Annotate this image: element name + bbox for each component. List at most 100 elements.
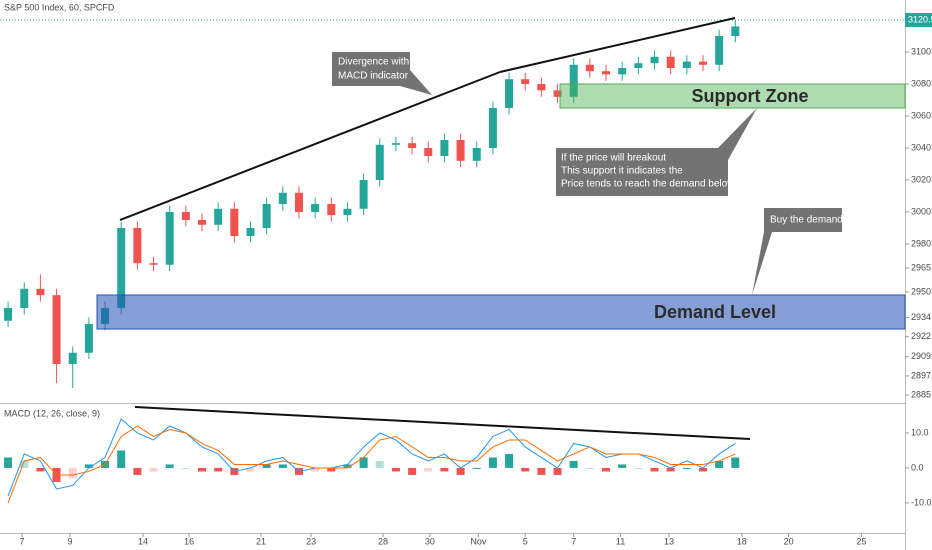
candle-body	[246, 227, 255, 236]
candle-body	[569, 64, 578, 97]
histogram-bar	[198, 467, 207, 472]
histogram-bar	[262, 464, 271, 468]
macd-line	[7, 425, 736, 504]
candle-body	[133, 227, 142, 264]
x-tick-label: 30	[425, 536, 435, 546]
x-tick-label: 18	[737, 536, 747, 546]
histogram-bar	[246, 467, 255, 472]
y-tick-label: 2950.0	[911, 286, 932, 296]
y-tick-label: 2934	[911, 312, 931, 322]
x-tick-label: 14	[138, 536, 148, 546]
y-tick-label: 2885.5	[911, 390, 932, 400]
x-tick-label: 20	[784, 536, 794, 546]
y-tick-label: 0.0	[911, 462, 924, 472]
x-tick-label: 13	[664, 536, 674, 546]
x-tick-label: 21	[256, 536, 266, 546]
trend-line	[499, 17, 736, 73]
candle-body	[715, 35, 724, 65]
candle-body	[343, 208, 352, 216]
y-tick-label: 3080.0	[911, 78, 932, 88]
x-tick-label: 5	[523, 536, 528, 546]
support-zone	[559, 83, 906, 109]
candle-body	[391, 143, 400, 145]
candle-body	[278, 192, 287, 204]
histogram-bar	[391, 467, 400, 472]
histogram-bar	[472, 467, 481, 469]
candle-body	[505, 79, 514, 108]
histogram-bar	[165, 464, 174, 468]
histogram-bar	[117, 450, 126, 468]
histogram-bar	[488, 457, 497, 468]
histogram-bar	[359, 457, 368, 468]
callout-text: Price tends to reach the demand below	[561, 179, 735, 190]
histogram-bar	[4, 457, 13, 468]
histogram-bar	[715, 460, 724, 468]
x-tick-label: 28	[378, 536, 388, 546]
last-price-label: 3120.5	[908, 14, 932, 24]
x-tick-label: 25	[856, 536, 866, 546]
candle-body	[327, 203, 336, 216]
histogram-bar	[569, 460, 578, 468]
macd-title: MACD (12, 26, close, 9)	[4, 408, 100, 418]
callout	[556, 108, 757, 196]
candle-body	[359, 179, 368, 209]
candle-body	[472, 147, 481, 161]
histogram-bar	[311, 467, 320, 472]
candle-body	[375, 144, 384, 180]
histogram-bar	[408, 467, 417, 475]
candle-body	[488, 107, 497, 148]
histogram-bar	[133, 467, 142, 475]
callout	[332, 52, 432, 95]
histogram-bar	[20, 460, 29, 468]
candle-body	[20, 288, 29, 308]
demand-label: Demand Level	[654, 302, 776, 322]
callout-text: This support it indicates the	[561, 166, 683, 177]
histogram-bar	[602, 467, 611, 472]
candle-body	[117, 227, 126, 308]
candle-body	[198, 219, 207, 225]
y-tick-label: 2922	[911, 331, 931, 341]
candle-body	[214, 208, 223, 225]
chart-title: S&P 500 Index, 60, SPCFD	[4, 2, 115, 12]
callout-text: Buy the demand	[770, 215, 843, 226]
histogram-bar	[36, 467, 45, 472]
x-tick-label: 7	[19, 536, 24, 546]
y-tick-label: 2909.5	[911, 351, 932, 361]
y-tick-label: 3040.0	[911, 142, 932, 152]
callout-text: If the price will breakout	[561, 153, 666, 164]
y-tick-label: 3100.0	[911, 46, 932, 56]
candle-body	[521, 79, 530, 84]
candle-body	[682, 61, 691, 68]
histogram-bar	[214, 467, 223, 472]
candle-body	[4, 307, 13, 321]
candle-body	[230, 208, 239, 236]
candle-body	[731, 26, 740, 36]
candle-body	[424, 147, 433, 156]
candle-body	[52, 295, 61, 364]
candle-body	[84, 323, 93, 353]
macd-trend-line	[134, 406, 751, 440]
histogram-bar	[553, 467, 562, 475]
x-tick-label: 23	[306, 536, 316, 546]
histogram-bar	[666, 467, 675, 472]
candle-body	[618, 67, 627, 75]
candle-body	[537, 83, 546, 91]
histogram-bar	[537, 467, 546, 475]
histogram-bar	[440, 467, 449, 472]
histogram-bar	[456, 467, 465, 475]
candle-body	[36, 288, 45, 296]
x-tick-label: Nov	[470, 536, 487, 546]
y-tick-label: 2897.5	[911, 370, 932, 380]
last-price-tag	[905, 13, 932, 27]
candle-body	[408, 143, 417, 148]
y-tick-label: 2965.0	[911, 262, 932, 272]
y-tick-label: 3060.0	[911, 110, 932, 120]
support-label: Support Zone	[692, 86, 809, 106]
candle-body	[553, 90, 562, 97]
histogram-bar	[84, 464, 93, 468]
callout-text: Divergence with	[338, 57, 409, 68]
callout-text: MACD indicator	[338, 71, 409, 82]
histogram-bar	[682, 467, 691, 469]
